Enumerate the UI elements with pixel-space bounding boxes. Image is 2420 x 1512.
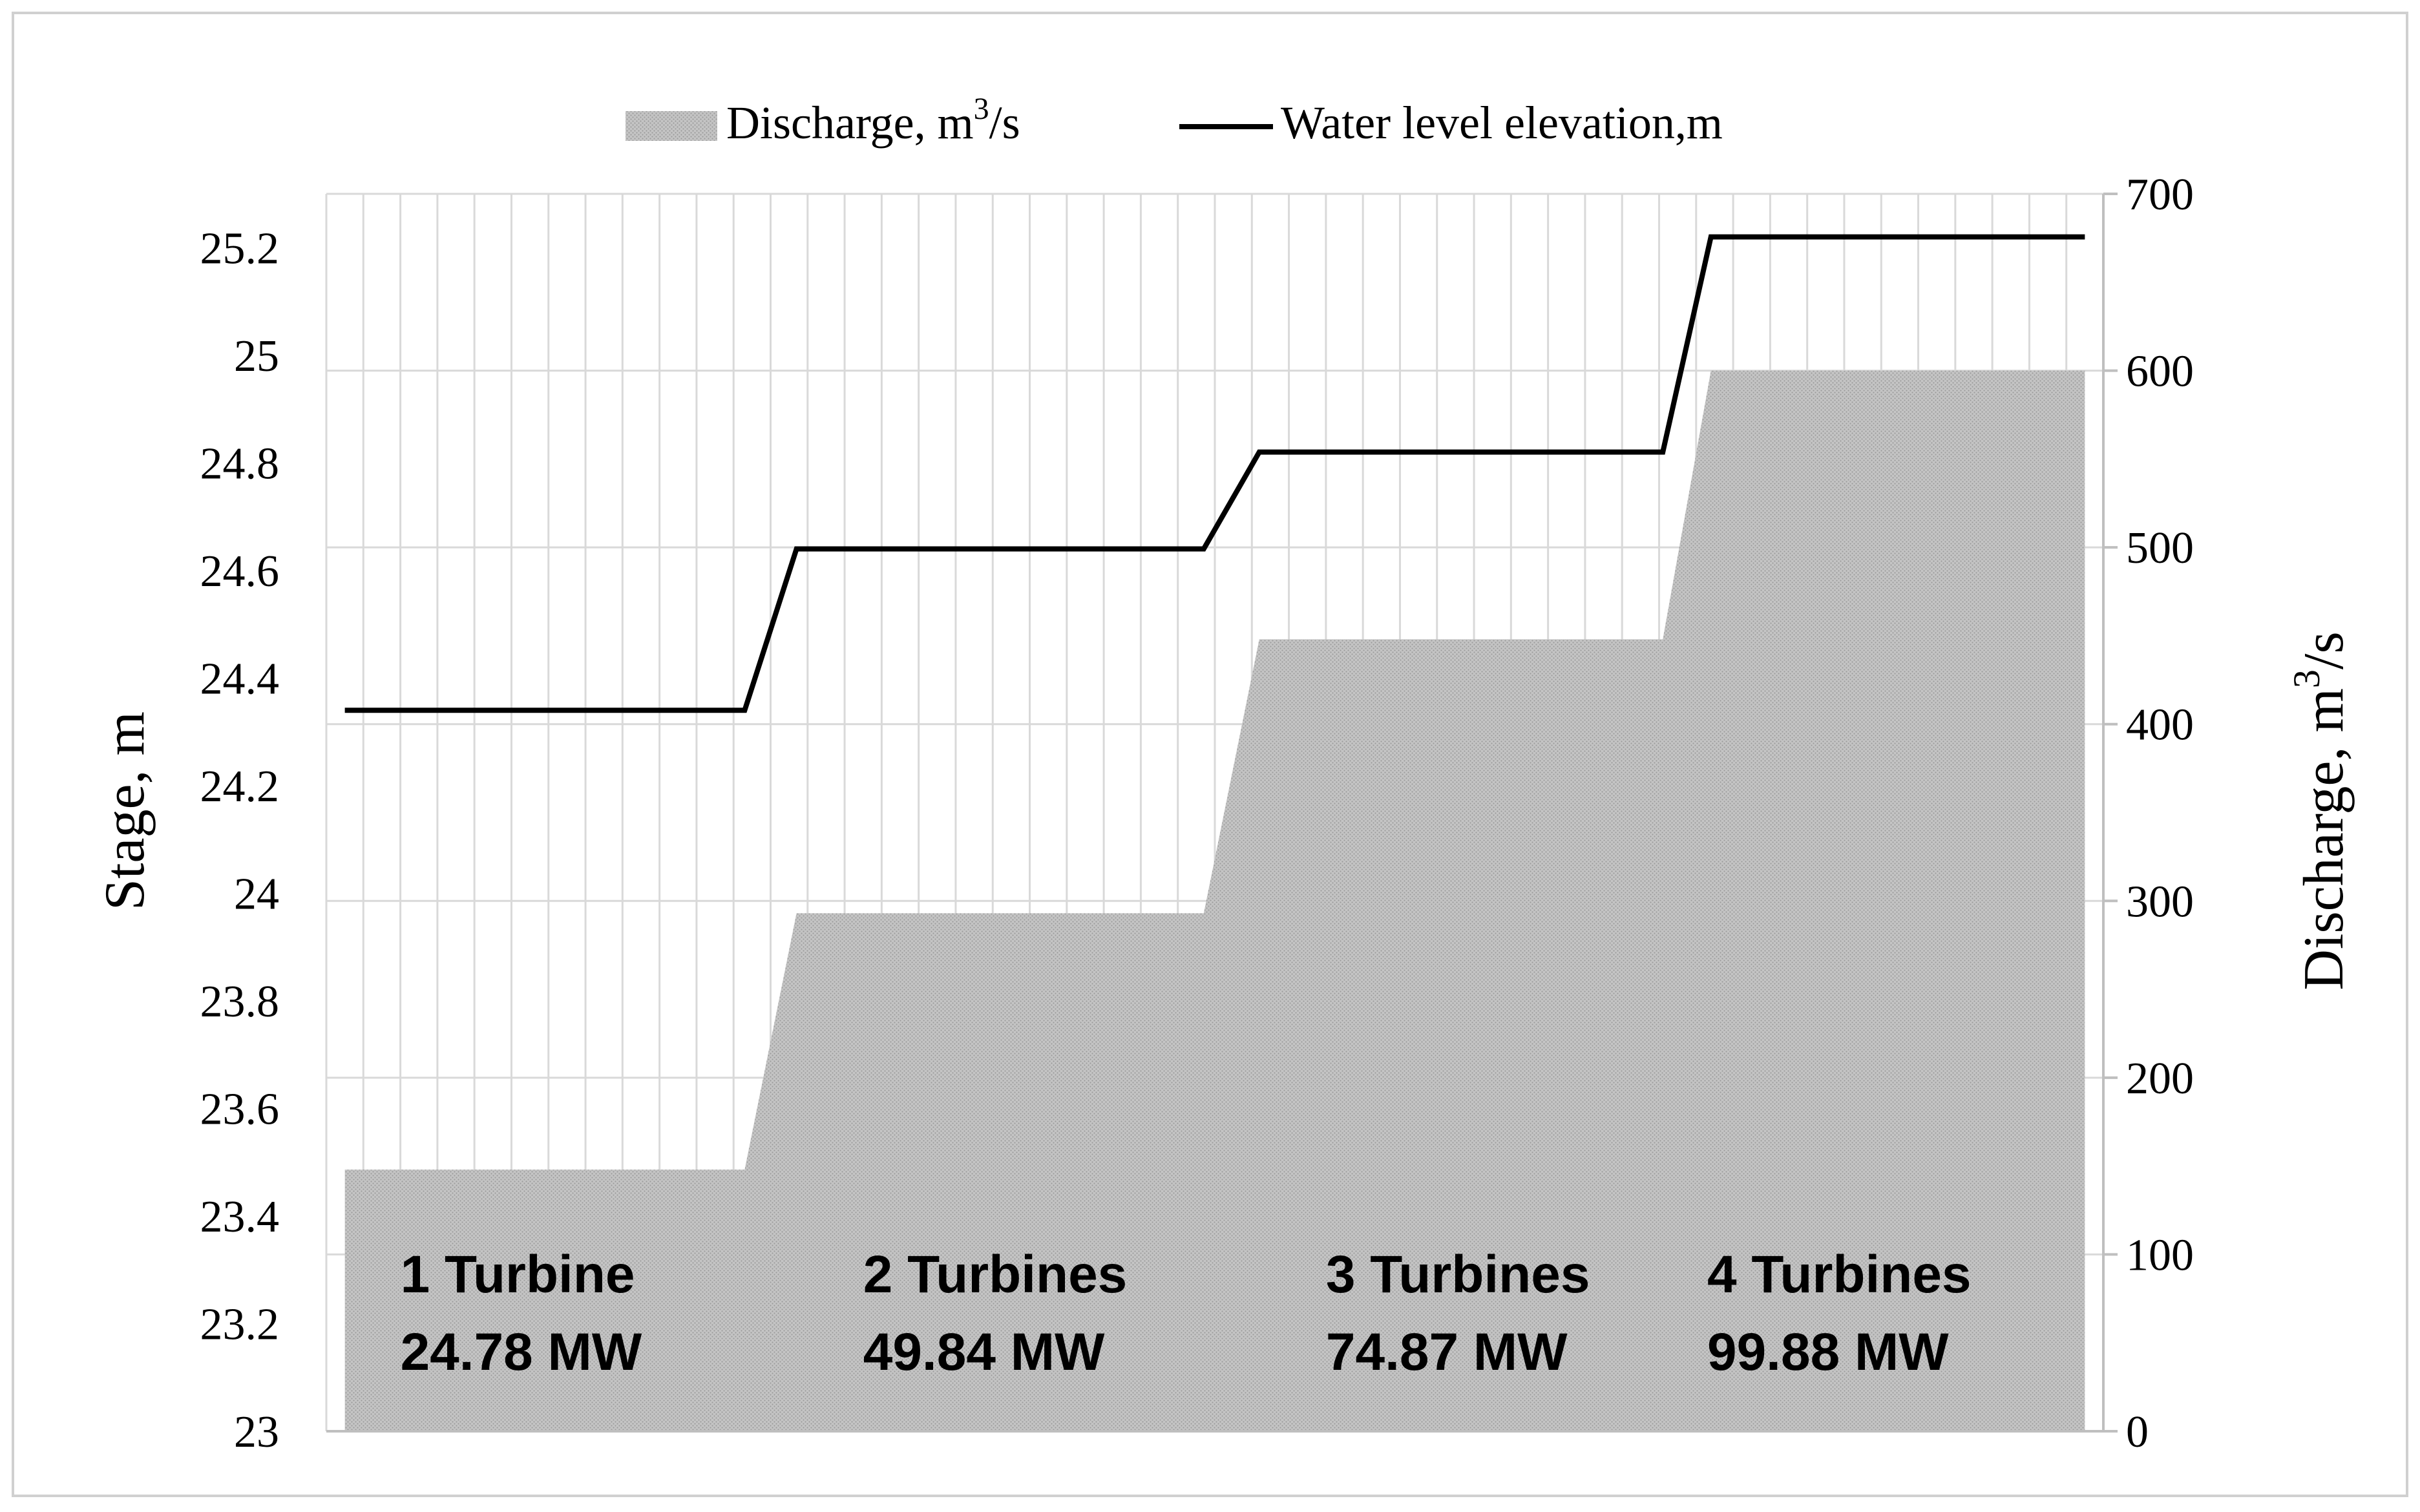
y-left-tick-label: 24.4 bbox=[200, 654, 280, 704]
turbine-annotation: 3 Turbines 74.87 MW bbox=[1326, 1245, 1590, 1381]
axes: 23 23.2 23.4 23.6 23.8 24 24.2 24.4 24.6 24.8 25 25… bbox=[200, 170, 2194, 1457]
turbine-power-label: 99.88 MW bbox=[1707, 1323, 1949, 1381]
turbine-annotation: 4 Turbines 99.88 MW bbox=[1707, 1245, 1972, 1381]
legend-label-discharge: Discharge, m3/s bbox=[726, 92, 1020, 149]
legend: Discharge, m3/s Water level elevation,m bbox=[626, 92, 1723, 149]
turbine-count-label: 4 Turbines bbox=[1707, 1245, 1972, 1304]
y-left-tick-label: 24.2 bbox=[200, 762, 280, 812]
y-left-tick-label: 24.8 bbox=[200, 439, 280, 488]
y-left-tick-label: 23.8 bbox=[200, 977, 280, 1027]
turbine-annotation: 2 Turbines 49.84 MW bbox=[863, 1245, 1128, 1381]
y-left-tick-label: 25 bbox=[234, 331, 279, 381]
discharge-area bbox=[344, 370, 2085, 1431]
turbine-annotations: 1 Turbine 24.78 MW 2 Turbines 49.84 MW 3 Tur… bbox=[401, 1245, 1972, 1381]
turbine-annotation: 1 Turbine 24.78 MW bbox=[401, 1245, 642, 1381]
legend-label-stage: Water level elevation,m bbox=[1281, 97, 1723, 149]
turbine-count-label: 2 Turbines bbox=[863, 1245, 1128, 1304]
stage-line bbox=[344, 234, 2085, 713]
y-left-tick-label: 23.6 bbox=[200, 1084, 280, 1134]
y-left-tick-label: 23.2 bbox=[200, 1299, 280, 1349]
y-left-tick-label: 24 bbox=[234, 869, 279, 919]
turbine-power-label: 24.78 MW bbox=[401, 1323, 642, 1381]
turbine-count-label: 1 Turbine bbox=[401, 1245, 635, 1304]
y-left-tick-label: 23 bbox=[234, 1407, 279, 1457]
turbine-power-label: 74.87 MW bbox=[1326, 1323, 1568, 1381]
stage-line-layer bbox=[344, 234, 2085, 713]
turbine-count-label: 3 Turbines bbox=[1326, 1245, 1590, 1304]
y-left-tick-label: 23.4 bbox=[200, 1192, 280, 1242]
y-right-tick-label: 500 bbox=[2126, 523, 2194, 573]
y-right-tick-label: 600 bbox=[2126, 347, 2194, 397]
y-right-tick-label: 0 bbox=[2126, 1407, 2149, 1457]
y-left-tick-label: 24.6 bbox=[200, 547, 280, 596]
y-right-axis-title: Discharge, m3/s bbox=[2286, 631, 2355, 990]
y-right-tick-label: 300 bbox=[2126, 877, 2194, 927]
y-left-axis-title: Stage, m bbox=[94, 711, 156, 910]
y-right-tick-label: 200 bbox=[2126, 1054, 2194, 1104]
y-right-tick-label: 400 bbox=[2126, 700, 2194, 750]
turbine-power-label: 49.84 MW bbox=[863, 1323, 1105, 1381]
y-left-tick-label: 25.2 bbox=[200, 224, 280, 273]
y-right-tick-label: 700 bbox=[2126, 170, 2194, 220]
y-right-tick-label: 100 bbox=[2126, 1230, 2194, 1280]
discharge-area-layer bbox=[344, 370, 2085, 1431]
legend-swatch-discharge bbox=[626, 111, 717, 141]
